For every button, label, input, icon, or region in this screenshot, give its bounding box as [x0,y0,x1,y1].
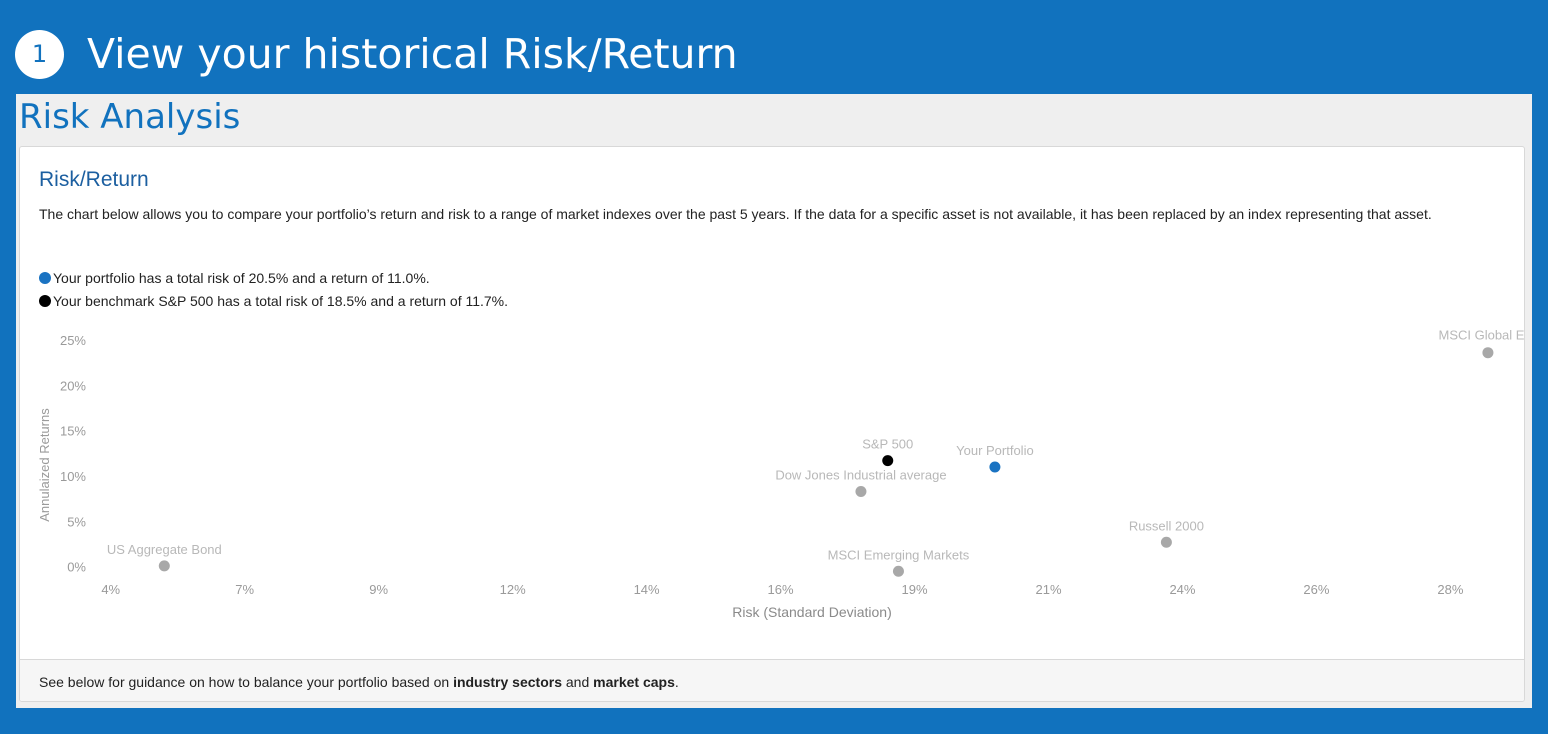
card-title: Risk/Return [39,168,149,191]
point-label: US Aggregate Bond [107,542,222,557]
x-tick-label: 7% [235,582,254,597]
x-tick-label: 21% [1035,582,1061,597]
point-label: MSCI Emerging Markets [828,547,970,562]
x-tick-label: 24% [1169,582,1195,597]
portfolio-summary: Your portfolio has a total risk of 20.5%… [39,268,430,288]
panel-title: Risk Analysis [19,97,241,137]
market-caps-label: market caps [593,674,675,690]
x-tick-label: 26% [1303,582,1329,597]
chart-description: The chart below allows you to compare yo… [39,206,1432,222]
data-point [855,485,867,497]
portfolio-summary-text: Your portfolio has a total risk of 20.5%… [53,270,430,286]
footer-text-middle: and [562,674,594,690]
footer-text-after: . [674,674,679,690]
point-label: Dow Jones Industrial average [775,467,946,482]
section-banner: 1 View your historical Risk/Return [0,0,1548,94]
data-point [1160,536,1172,548]
risk-analysis-panel: Risk Analysis Risk/Return The chart belo… [16,94,1532,708]
banner-title: View your historical Risk/Return [87,30,738,78]
x-tick-label: 9% [369,582,388,597]
data-point [882,455,894,467]
risk-return-scatter-chart: 0% 5% 10% 15% 20% 25% 4% 7% 9% 12% 14% 16% 19% 21% 24%… [37,328,1524,620]
data-point [892,565,904,577]
y-tick-label: 0% [67,560,86,575]
data-point [1482,347,1494,359]
point-label: S&P 500 [862,437,913,452]
x-tick-label: 14% [634,582,660,597]
industry-sectors-label: industry sectors [453,674,562,690]
risk-return-card: Risk/Return The chart below allows you t… [19,146,1525,702]
y-axis-title: Annulaized Returns [37,408,52,522]
footer-text-before: See below for guidance on how to balance… [39,674,454,690]
data-point [158,560,170,572]
point-label: MSCI Global Equity [1438,328,1524,343]
point-label: Your Portfolio [956,443,1034,458]
x-tick-label: 16% [768,582,794,597]
data-point [989,461,1001,473]
y-tick-label: 5% [67,514,86,529]
y-tick-label: 25% [60,333,86,348]
y-tick-label: 15% [60,424,86,439]
y-tick-label: 20% [60,378,86,393]
x-tick-label: 4% [101,582,120,597]
benchmark-summary: Your benchmark S&P 500 has a total risk … [39,291,508,311]
card-footer: See below for guidance on how to balance… [20,659,1524,701]
benchmark-dot-icon [39,295,51,307]
x-tick-label: 12% [500,582,526,597]
x-axis-title: Risk (Standard Deviation) [732,604,892,620]
y-tick-label: 10% [60,469,86,484]
step-number-badge: 1 [15,30,64,79]
point-label: Russell 2000 [1129,518,1204,533]
portfolio-dot-icon [39,272,51,284]
footer-guidance-text: See below for guidance on how to balance… [39,672,679,692]
x-tick-label: 19% [902,582,928,597]
x-tick-label: 28% [1437,582,1463,597]
benchmark-summary-text: Your benchmark S&P 500 has a total risk … [53,293,509,309]
